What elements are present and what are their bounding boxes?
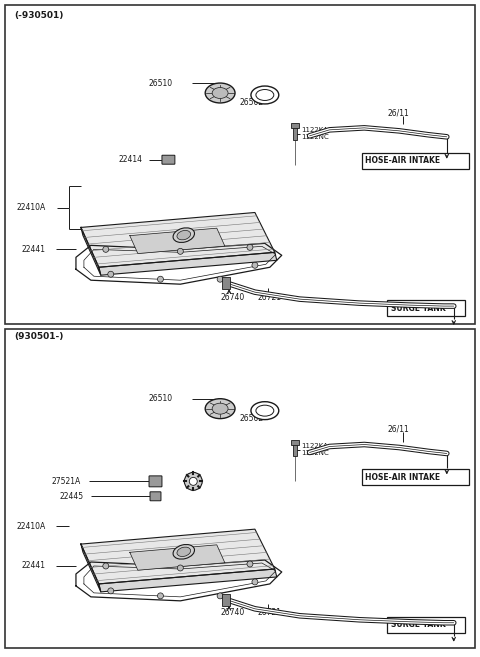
Circle shape bbox=[247, 244, 253, 250]
Polygon shape bbox=[99, 252, 277, 275]
Text: HOSE-AIR INTAKE: HOSE-AIR INTAKE bbox=[365, 473, 440, 482]
Ellipse shape bbox=[173, 228, 194, 242]
Text: SURGE TANK: SURGE TANK bbox=[391, 304, 446, 313]
Polygon shape bbox=[81, 227, 101, 275]
Bar bbox=[5, 5, 475, 324]
Text: 26510: 26510 bbox=[148, 394, 173, 403]
Polygon shape bbox=[130, 228, 225, 254]
Polygon shape bbox=[99, 569, 277, 592]
Text: (-930501): (-930501) bbox=[14, 11, 64, 20]
Ellipse shape bbox=[212, 87, 228, 99]
Circle shape bbox=[108, 588, 114, 594]
Text: 26740: 26740 bbox=[220, 608, 244, 618]
Polygon shape bbox=[81, 544, 101, 592]
Text: 1122KA: 1122KA bbox=[301, 443, 328, 449]
Text: 26/11: 26/11 bbox=[387, 108, 409, 118]
FancyBboxPatch shape bbox=[149, 476, 162, 487]
Ellipse shape bbox=[251, 401, 279, 420]
Ellipse shape bbox=[256, 405, 274, 416]
Ellipse shape bbox=[256, 89, 274, 101]
Text: 26502: 26502 bbox=[240, 99, 264, 108]
Bar bbox=[293, 126, 297, 140]
Polygon shape bbox=[130, 545, 225, 570]
Ellipse shape bbox=[205, 399, 235, 419]
Ellipse shape bbox=[205, 83, 235, 103]
Ellipse shape bbox=[212, 403, 228, 414]
Polygon shape bbox=[81, 529, 275, 584]
Text: 26721: 26721 bbox=[258, 608, 282, 618]
Bar bbox=[362, 152, 468, 169]
Circle shape bbox=[157, 593, 164, 599]
Bar bbox=[222, 277, 230, 289]
Text: 22441: 22441 bbox=[21, 562, 45, 570]
Ellipse shape bbox=[177, 547, 191, 556]
Bar bbox=[291, 440, 299, 445]
Circle shape bbox=[178, 248, 183, 254]
Text: 27521A: 27521A bbox=[51, 477, 80, 486]
Bar bbox=[387, 300, 465, 316]
Circle shape bbox=[252, 262, 258, 268]
FancyBboxPatch shape bbox=[150, 492, 161, 501]
Circle shape bbox=[217, 593, 223, 599]
Circle shape bbox=[247, 561, 253, 567]
Text: 26/11: 26/11 bbox=[387, 424, 409, 433]
Text: 1122KA: 1122KA bbox=[301, 127, 328, 133]
Bar bbox=[362, 469, 468, 486]
Text: 26510: 26510 bbox=[148, 79, 173, 87]
Circle shape bbox=[252, 579, 258, 585]
Ellipse shape bbox=[173, 545, 194, 559]
Text: 26721: 26721 bbox=[258, 292, 282, 302]
Text: 22410A: 22410A bbox=[16, 203, 46, 212]
Text: 22445: 22445 bbox=[59, 492, 83, 501]
Text: SURGE TANK: SURGE TANK bbox=[391, 620, 446, 629]
FancyBboxPatch shape bbox=[162, 155, 175, 164]
Circle shape bbox=[157, 276, 164, 283]
Circle shape bbox=[217, 276, 223, 283]
Bar bbox=[293, 443, 297, 457]
Circle shape bbox=[189, 478, 197, 486]
Ellipse shape bbox=[251, 86, 279, 104]
Circle shape bbox=[178, 565, 183, 571]
Bar bbox=[222, 594, 230, 606]
Ellipse shape bbox=[177, 231, 191, 240]
Bar bbox=[387, 617, 465, 633]
Circle shape bbox=[103, 246, 109, 252]
Bar bbox=[5, 329, 475, 648]
Text: (930501-): (930501-) bbox=[14, 332, 64, 342]
Text: 1122NC: 1122NC bbox=[301, 451, 329, 457]
Circle shape bbox=[103, 563, 109, 569]
Text: 26502: 26502 bbox=[240, 414, 264, 423]
Circle shape bbox=[108, 271, 114, 277]
Polygon shape bbox=[81, 212, 275, 267]
Text: 22414: 22414 bbox=[119, 155, 143, 164]
Bar bbox=[291, 123, 299, 128]
Text: 22441: 22441 bbox=[21, 245, 45, 254]
Text: 26740: 26740 bbox=[220, 292, 244, 302]
Circle shape bbox=[184, 472, 202, 490]
Text: 22410A: 22410A bbox=[16, 522, 46, 531]
Text: HOSE-AIR INTAKE: HOSE-AIR INTAKE bbox=[365, 156, 440, 165]
Text: 1122NC: 1122NC bbox=[301, 134, 329, 140]
